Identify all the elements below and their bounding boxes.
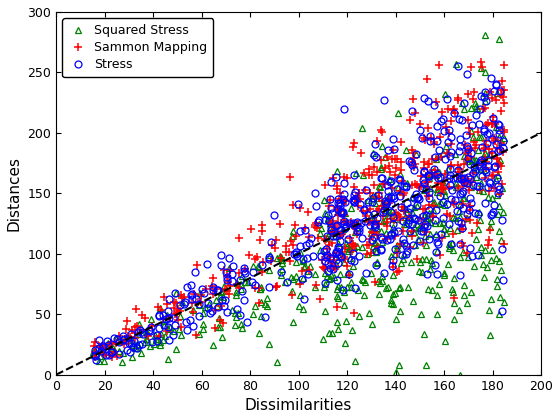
Sammon Mapping [477, 60, 484, 65]
Sammon Mapping [224, 279, 231, 284]
Stress [362, 188, 369, 193]
X-axis label: Dissimilarities: Dissimilarities [245, 398, 352, 413]
Stress [188, 292, 195, 297]
Stress [340, 192, 347, 197]
Squared Stress [386, 177, 393, 182]
Sammon Mapping [435, 180, 441, 185]
Stress [499, 218, 506, 223]
Squared Stress [228, 307, 235, 312]
Squared Stress [413, 204, 420, 209]
Squared Stress [342, 211, 349, 216]
Squared Stress [440, 180, 447, 185]
Sammon Mapping [470, 89, 477, 94]
Stress [421, 168, 428, 173]
Squared Stress [450, 247, 456, 252]
Stress [456, 143, 463, 148]
Y-axis label: Distances: Distances [7, 156, 22, 231]
Stress [458, 220, 465, 225]
Squared Stress [457, 372, 464, 377]
Sammon Mapping [474, 129, 481, 134]
Squared Stress [433, 190, 440, 195]
Sammon Mapping [327, 221, 334, 226]
Squared Stress [482, 33, 488, 38]
Line: Sammon Mapping: Sammon Mapping [90, 58, 508, 361]
Squared Stress [165, 326, 171, 331]
Line: Stress: Stress [91, 63, 507, 363]
Stress [454, 63, 461, 68]
Sammon Mapping [282, 244, 289, 249]
Stress [93, 357, 100, 362]
Stress [201, 290, 208, 295]
Sammon Mapping [368, 172, 375, 177]
Sammon Mapping [398, 167, 404, 172]
Legend: Squared Stress, Sammon Mapping, Stress: Squared Stress, Sammon Mapping, Stress [63, 18, 213, 77]
Line: Squared Stress: Squared Stress [89, 32, 508, 378]
Sammon Mapping [108, 354, 115, 360]
